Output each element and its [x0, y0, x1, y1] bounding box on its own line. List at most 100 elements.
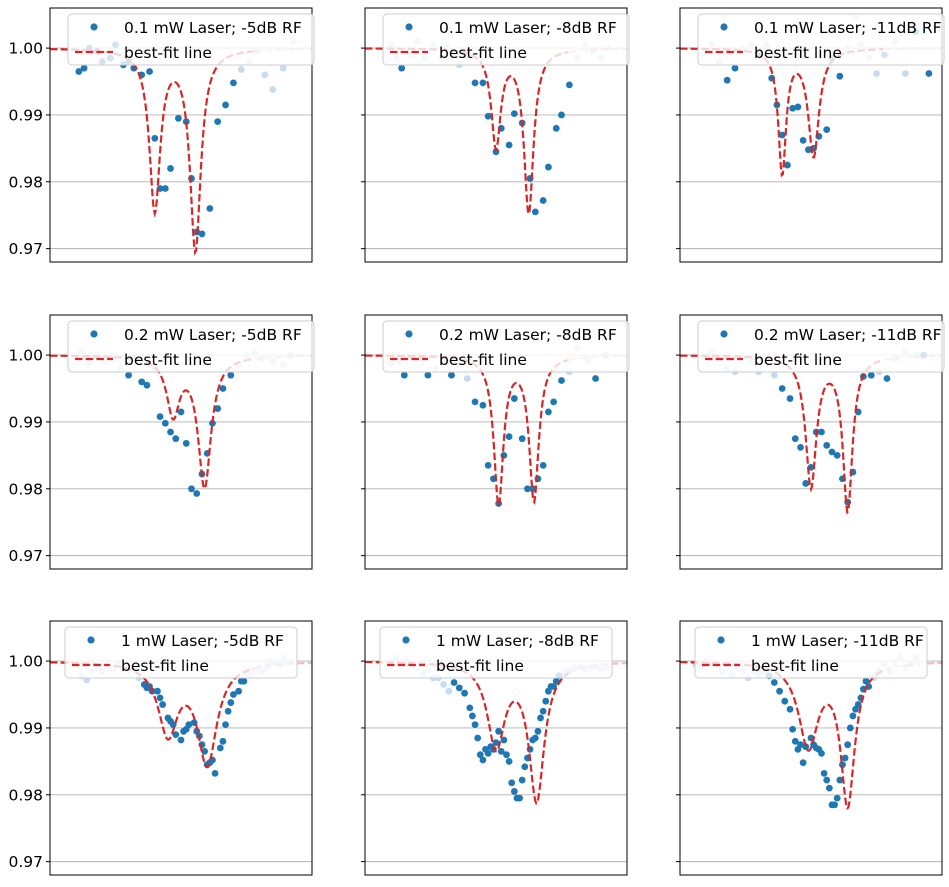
y-tick-label: 1.00 — [8, 40, 43, 58]
legend-marker-scatter — [405, 23, 413, 31]
subplot-panel: 1 mW Laser; -8dB RF best-fit line — [361, 620, 628, 876]
data-point — [862, 677, 870, 685]
legend-label-fit: best-fit line — [436, 657, 524, 675]
data-point — [778, 131, 786, 139]
data-point — [161, 185, 169, 192]
data-point — [159, 701, 167, 708]
legend-label-data: 0.2 mW Laser; -8dB RF — [439, 326, 617, 344]
data-point — [476, 751, 484, 759]
y-tick-label: 0.97 — [8, 547, 43, 565]
y-tick-label: 1.00 — [8, 653, 43, 671]
legend: 1 mW Laser; -8dB RF best-fit line — [379, 626, 613, 679]
subplot-panel: 0.2 mW Laser; -8dB RF best-fit line — [361, 314, 630, 570]
data-point — [424, 371, 432, 379]
data-point — [80, 64, 88, 72]
data-point — [156, 694, 164, 702]
data-point — [799, 759, 807, 767]
best-fit-line — [679, 661, 885, 810]
data-point — [518, 776, 526, 784]
data-point — [261, 71, 269, 79]
y-tick-label: 0.99 — [8, 719, 43, 737]
data-point — [925, 70, 933, 77]
data-point — [786, 705, 794, 713]
legend-marker-scatter — [90, 330, 98, 338]
data-point — [841, 754, 849, 762]
data-point — [503, 751, 510, 759]
data-point — [820, 770, 828, 777]
data-point — [224, 707, 232, 715]
data-point — [791, 435, 799, 443]
data-point — [844, 741, 852, 749]
data-point — [450, 679, 458, 686]
data-point — [479, 756, 487, 764]
data-point — [214, 405, 222, 412]
legend-marker-scatter — [720, 330, 728, 338]
plot-frame — [679, 314, 943, 570]
data-point — [227, 371, 235, 379]
data-point — [505, 141, 513, 149]
legend: 0.2 mW Laser; -8dB RF best-fit line — [382, 320, 630, 373]
data-point — [846, 724, 854, 732]
legend-marker-scatter — [720, 23, 728, 31]
data-point — [497, 747, 505, 755]
data-point — [542, 697, 550, 705]
data-point — [883, 375, 891, 382]
data-point — [484, 749, 492, 757]
legend-label-fit: best-fit line — [754, 351, 842, 369]
legend-frame — [382, 13, 630, 66]
legend-label-data: 0.2 mW Laser; -5dB RF — [124, 326, 302, 344]
legend-marker-scatter — [87, 636, 95, 644]
data-point — [825, 784, 833, 792]
data-point — [143, 381, 151, 389]
data-point — [558, 377, 565, 384]
legend: 0.2 mW Laser; -5dB RF best-fit line — [67, 320, 315, 373]
data-point — [448, 371, 455, 379]
data-point — [784, 161, 791, 169]
data-point — [455, 684, 463, 692]
data-point — [873, 70, 880, 77]
data-point — [188, 485, 195, 493]
legend-label-data: 1 mW Laser; -11dB RF — [751, 632, 924, 650]
data-point — [174, 114, 182, 122]
data-point — [177, 408, 185, 416]
y-tick-label: 0.98 — [8, 480, 43, 498]
data-point — [75, 68, 83, 75]
y-tick-label: 0.97 — [8, 240, 43, 258]
subplot-panel: 0.97 0.98 0.99 1.00 0.1 mW Laser; -5dB RF bes… — [8, 7, 315, 263]
data-point — [230, 79, 237, 87]
data-point — [539, 707, 547, 715]
data-point — [398, 64, 406, 72]
data-point — [516, 794, 523, 802]
data-point — [138, 378, 146, 386]
legend-frame — [382, 320, 630, 373]
legend-label-data: 1 mW Laser; -5dB RF — [121, 632, 284, 650]
data-point — [770, 371, 778, 379]
data-point — [151, 134, 159, 142]
legend-label-fit: best-fit line — [754, 44, 842, 62]
data-point — [492, 739, 500, 747]
y-tick-label: 0.97 — [8, 853, 43, 871]
subplot-panel: 0.97 0.98 0.99 1.00 0.2 mW Laser; -5dB RF bes… — [8, 314, 315, 570]
legend-frame — [67, 320, 315, 373]
data-point — [799, 136, 807, 144]
data-point — [818, 428, 825, 436]
data-point — [524, 485, 531, 493]
data-point — [823, 776, 831, 784]
data-point — [440, 681, 447, 688]
data-point — [222, 101, 229, 109]
data-point — [466, 704, 474, 712]
data-point — [495, 727, 503, 735]
data-point — [797, 741, 804, 749]
data-point — [484, 461, 492, 469]
subplot-panel: 0.1 mW Laser; -8dB RF best-fit line — [361, 7, 630, 263]
data-point — [505, 757, 513, 765]
data-point — [474, 734, 482, 742]
data-point — [558, 111, 565, 119]
data-point — [534, 727, 542, 735]
legend-label-fit: best-fit line — [439, 44, 527, 62]
data-point — [833, 451, 841, 459]
legend-frame — [379, 626, 613, 679]
data-point — [531, 208, 539, 216]
data-point — [839, 761, 846, 769]
data-point — [781, 697, 789, 705]
